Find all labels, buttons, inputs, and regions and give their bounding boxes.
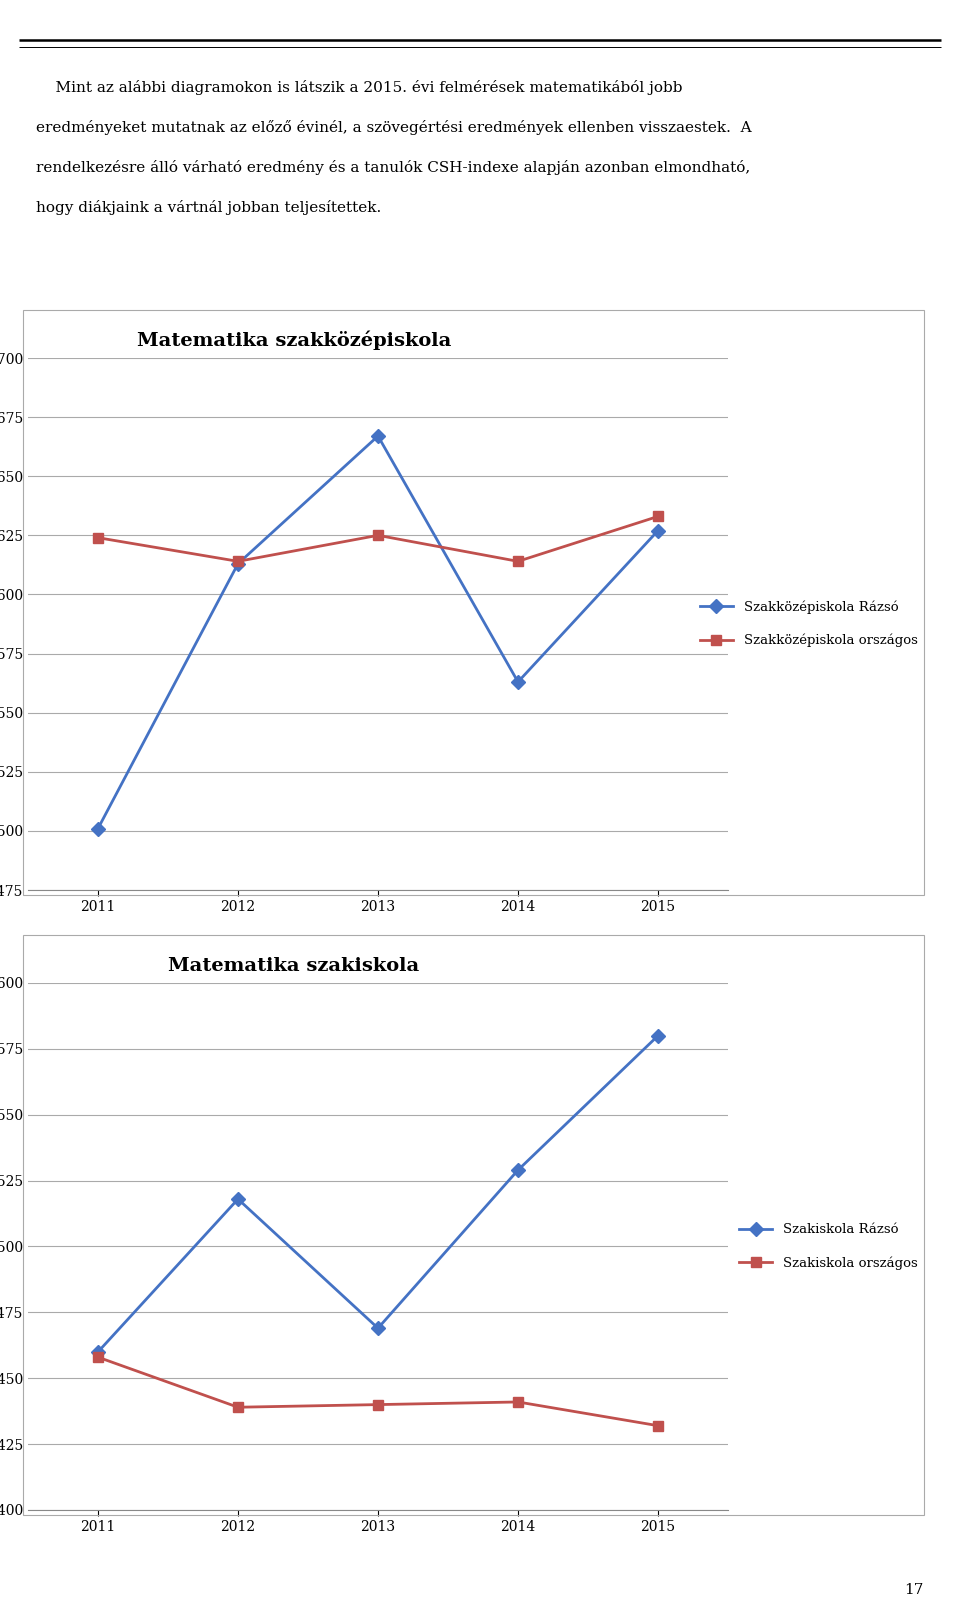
Line: Szakiskola Rázsó: Szakiskola Rázsó	[93, 1031, 662, 1357]
Szakközépiskola Rázsó	[372, 426, 384, 445]
Text: Matematika szakközépiskola: Matematika szakközépiskola	[137, 331, 451, 350]
Szakközépiskola Rázsó	[232, 553, 244, 573]
Text: Mint az alábbi diagramokon is látszik a 2015. évi felmérések matematikából jobb: Mint az alábbi diagramokon is látszik a …	[36, 81, 683, 95]
Szakiskola Rázsó	[232, 1189, 244, 1208]
Szakközépiskola országos	[652, 506, 663, 526]
Szakközépiskola országos	[92, 527, 104, 547]
Text: Matematika szakiskola: Matematika szakiskola	[168, 957, 420, 974]
Text: hogy diákjaink a vártnál jobban teljesítettek.: hogy diákjaink a vártnál jobban teljesít…	[36, 200, 382, 215]
Line: Szakközépiskola országos: Szakközépiskola országos	[93, 511, 662, 566]
Szakiskola országos	[372, 1395, 384, 1415]
Szakközépiskola Rázsó	[652, 521, 663, 540]
Line: Szakközépiskola Rázsó: Szakközépiskola Rázsó	[93, 431, 662, 834]
Szakiskola Rázsó	[513, 1160, 524, 1179]
Szakiskola országos	[513, 1392, 524, 1411]
Line: Szakiskola országos: Szakiskola országos	[93, 1352, 662, 1431]
Szakiskola országos	[92, 1347, 104, 1366]
Szakiskola Rázsó	[652, 1026, 663, 1045]
Legend: Szakiskola Rázsó, Szakiskola országos: Szakiskola Rázsó, Szakiskola országos	[739, 1223, 918, 1269]
Szakiskola országos	[652, 1416, 663, 1436]
Text: rendelkezésre álló várható eredmény és a tanulók CSH-indexe alapján azonban elmo: rendelkezésre álló várható eredmény és a…	[36, 160, 751, 174]
Text: 17: 17	[904, 1582, 924, 1597]
Szakközépiskola országos	[513, 552, 524, 571]
Szakközépiskola országos	[232, 552, 244, 571]
Szakiskola Rázsó	[372, 1318, 384, 1337]
Szakközépiskola Rázsó	[92, 819, 104, 839]
Szakiskola országos	[232, 1397, 244, 1416]
Text: eredményeket mutatnak az előző évinél, a szövegértési eredmények ellenben vissza: eredményeket mutatnak az előző évinél, a…	[36, 119, 752, 135]
Szakközépiskola Rázsó	[513, 673, 524, 692]
Szakközépiskola országos	[372, 526, 384, 545]
Szakiskola Rázsó	[92, 1342, 104, 1361]
Legend: Szakközépiskola Rázsó, Szakközépiskola országos: Szakközépiskola Rázsó, Szakközépiskola o…	[700, 600, 918, 647]
